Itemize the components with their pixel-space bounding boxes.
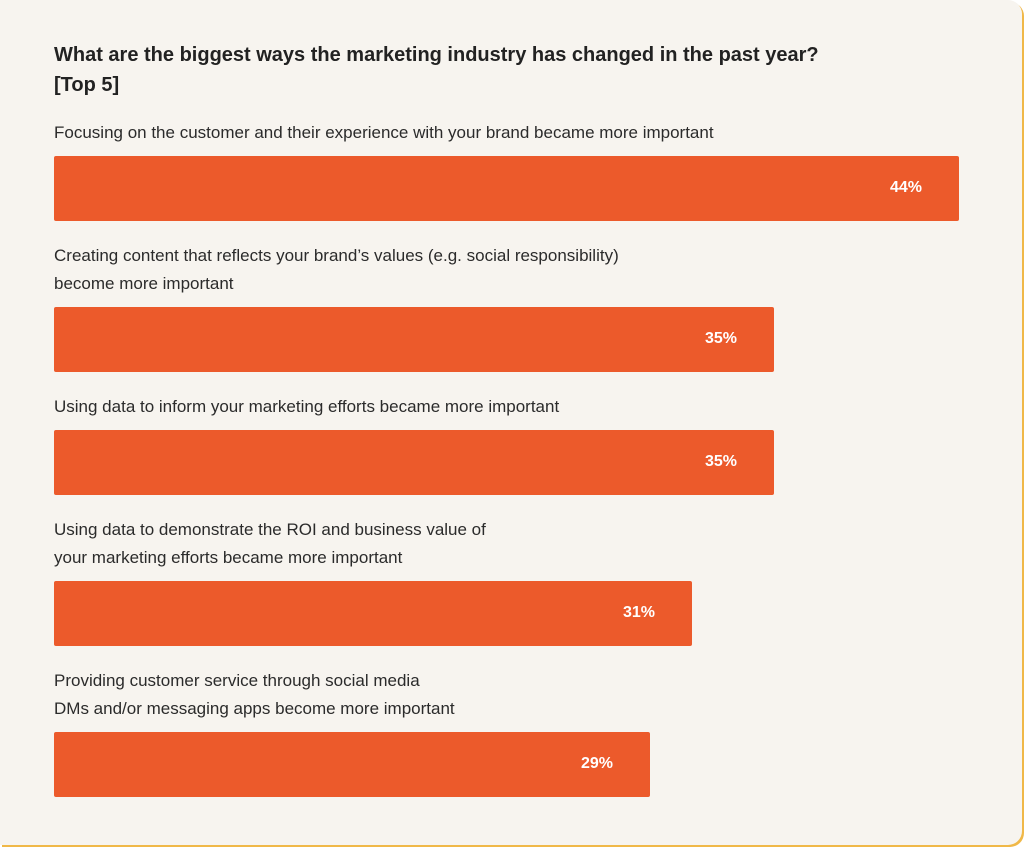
bar-value-label: 29% xyxy=(580,755,613,772)
bar: 44% xyxy=(54,156,959,221)
bar-label-line: Using data to inform your marketing effo… xyxy=(54,397,560,416)
bar-label-line: Using data to demonstrate the ROI and bu… xyxy=(54,520,486,539)
bar-label-line: Providing customer service through socia… xyxy=(54,671,420,690)
bar-label-line: DMs and/or messaging apps become more im… xyxy=(54,699,455,718)
bar-label-line: become more important xyxy=(54,274,234,293)
bar-label: Focusing on the customer and their exper… xyxy=(54,119,814,147)
bar-label: Using data to demonstrate the ROI and bu… xyxy=(54,516,814,572)
bar-value-label: 35% xyxy=(704,453,737,470)
chart-title: What are the biggest ways the marketing … xyxy=(54,44,819,96)
bar-label-line: Focusing on the customer and their exper… xyxy=(54,123,714,142)
bar: 35% xyxy=(54,430,774,495)
bar-value-label: 35% xyxy=(704,330,737,347)
bar-label: Providing customer service through socia… xyxy=(54,667,814,723)
bar-value-label: 44% xyxy=(889,179,922,196)
bar-label-line: your marketing efforts became more impor… xyxy=(54,548,403,567)
bar: 31% xyxy=(54,581,692,646)
bar: 35% xyxy=(54,307,774,372)
bar-label: Creating content that reflects your bran… xyxy=(54,242,814,298)
bar: 29% xyxy=(54,732,650,797)
bar-label: Using data to inform your marketing effo… xyxy=(54,393,814,421)
bar-value-label: 31% xyxy=(622,604,655,621)
bar-label-line: Creating content that reflects your bran… xyxy=(54,246,619,265)
